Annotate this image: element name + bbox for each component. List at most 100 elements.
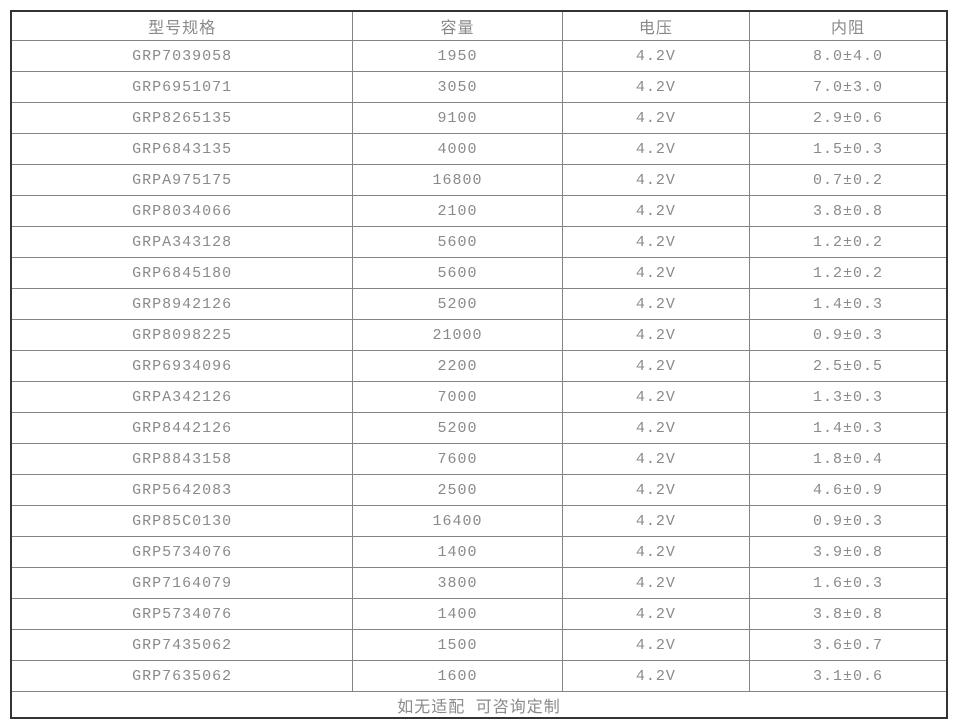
table-row: GRP8442126 5200 4.2V 1.4±0.3	[10, 412, 948, 444]
table-row: GRP7039058 1950 4.2V 8.0±4.0	[10, 40, 948, 72]
cell-capacity: 3800	[352, 567, 563, 599]
cell-model: GRP7635062	[10, 660, 354, 692]
cell-voltage: 4.2V	[561, 319, 750, 351]
table-row: GRP5734076 1400 4.2V 3.9±0.8	[10, 536, 948, 568]
table-row: GRP5642083 2500 4.2V 4.6±0.9	[10, 474, 948, 506]
cell-capacity: 1400	[352, 536, 563, 568]
cell-capacity: 1950	[352, 40, 563, 72]
cell-resistance: 3.8±0.8	[748, 195, 948, 227]
cell-resistance: 1.2±0.2	[748, 226, 948, 258]
cell-voltage: 4.2V	[561, 381, 750, 413]
cell-resistance: 0.7±0.2	[748, 164, 948, 196]
battery-spec-table: 型号规格 容量 电压 内阻 GRP7039058 1950 4.2V 8.0±4.0 G…	[10, 10, 948, 719]
cell-capacity: 1600	[352, 660, 563, 692]
cell-voltage: 4.2V	[561, 598, 750, 630]
cell-voltage: 4.2V	[561, 474, 750, 506]
table-row: GRPA343128 5600 4.2V 1.2±0.2	[10, 226, 948, 258]
cell-resistance: 7.0±3.0	[748, 71, 948, 103]
table-row: GRP8843158 7600 4.2V 1.8±0.4	[10, 443, 948, 475]
cell-resistance: 2.9±0.6	[748, 102, 948, 134]
cell-voltage: 4.2V	[561, 350, 750, 382]
cell-capacity: 7600	[352, 443, 563, 475]
cell-resistance: 1.6±0.3	[748, 567, 948, 599]
cell-model: GRP6845180	[10, 257, 354, 289]
cell-resistance: 2.5±0.5	[748, 350, 948, 382]
column-header-voltage: 电压	[561, 10, 750, 41]
cell-capacity: 2100	[352, 195, 563, 227]
cell-voltage: 4.2V	[561, 71, 750, 103]
cell-voltage: 4.2V	[561, 505, 750, 537]
table-row: GRPA975175 16800 4.2V 0.7±0.2	[10, 164, 948, 196]
cell-resistance: 4.6±0.9	[748, 474, 948, 506]
cell-model: GRP7435062	[10, 629, 354, 661]
cell-model: GRP8034066	[10, 195, 354, 227]
cell-resistance: 1.4±0.3	[748, 288, 948, 320]
cell-model: GRP8843158	[10, 443, 354, 475]
cell-capacity: 2500	[352, 474, 563, 506]
cell-model: GRPA342126	[10, 381, 354, 413]
cell-model: GRP6951071	[10, 71, 354, 103]
cell-capacity: 21000	[352, 319, 563, 351]
cell-model: GRP85C0130	[10, 505, 354, 537]
table-row: GRP85C0130 16400 4.2V 0.9±0.3	[10, 505, 948, 537]
table-row: GRP8265135 9100 4.2V 2.9±0.6	[10, 102, 948, 134]
cell-voltage: 4.2V	[561, 257, 750, 289]
cell-capacity: 1400	[352, 598, 563, 630]
cell-voltage: 4.2V	[561, 443, 750, 475]
cell-model: GRP7164079	[10, 567, 354, 599]
cell-capacity: 5600	[352, 226, 563, 258]
header-row: 型号规格 容量 电压 内阻	[10, 10, 948, 41]
cell-model: GRP7039058	[10, 40, 354, 72]
cell-capacity: 7000	[352, 381, 563, 413]
cell-model: GRP8265135	[10, 102, 354, 134]
cell-voltage: 4.2V	[561, 40, 750, 72]
cell-voltage: 4.2V	[561, 660, 750, 692]
cell-capacity: 4000	[352, 133, 563, 165]
cell-model: GRP5734076	[10, 598, 354, 630]
cell-voltage: 4.2V	[561, 133, 750, 165]
cell-resistance: 0.9±0.3	[748, 505, 948, 537]
spec-table-container: 型号规格 容量 电压 内阻 GRP7039058 1950 4.2V 8.0±4.0 G…	[10, 10, 948, 719]
cell-capacity: 9100	[352, 102, 563, 134]
cell-capacity: 2200	[352, 350, 563, 382]
table-row: GRP8942126 5200 4.2V 1.4±0.3	[10, 288, 948, 320]
table-row: GRP5734076 1400 4.2V 3.8±0.8	[10, 598, 948, 630]
cell-model: GRP6934096	[10, 350, 354, 382]
cell-capacity: 3050	[352, 71, 563, 103]
footer-row: 如无适配 可咨询定制	[10, 691, 948, 719]
cell-resistance: 1.2±0.2	[748, 257, 948, 289]
cell-resistance: 3.8±0.8	[748, 598, 948, 630]
table-body: GRP7039058 1950 4.2V 8.0±4.0 GRP6951071 3050 4…	[10, 40, 948, 692]
footer-note: 如无适配 可咨询定制	[10, 691, 948, 719]
cell-capacity: 5200	[352, 412, 563, 444]
cell-resistance: 1.5±0.3	[748, 133, 948, 165]
cell-model: GRP8442126	[10, 412, 354, 444]
cell-resistance: 1.4±0.3	[748, 412, 948, 444]
cell-voltage: 4.2V	[561, 164, 750, 196]
table-row: GRP6934096 2200 4.2V 2.5±0.5	[10, 350, 948, 382]
cell-capacity: 16800	[352, 164, 563, 196]
cell-voltage: 4.2V	[561, 629, 750, 661]
cell-voltage: 4.2V	[561, 536, 750, 568]
cell-model: GRP5642083	[10, 474, 354, 506]
table-row: GRP7164079 3800 4.2V 1.6±0.3	[10, 567, 948, 599]
cell-capacity: 1500	[352, 629, 563, 661]
cell-capacity: 16400	[352, 505, 563, 537]
column-header-resistance: 内阻	[748, 10, 948, 41]
cell-resistance: 3.9±0.8	[748, 536, 948, 568]
cell-model: GRP6843135	[10, 133, 354, 165]
cell-resistance: 8.0±4.0	[748, 40, 948, 72]
cell-model: GRPA975175	[10, 164, 354, 196]
table-row: GRP6843135 4000 4.2V 1.5±0.3	[10, 133, 948, 165]
cell-resistance: 3.1±0.6	[748, 660, 948, 692]
column-header-capacity: 容量	[352, 10, 563, 41]
column-header-model: 型号规格	[10, 10, 354, 41]
cell-voltage: 4.2V	[561, 288, 750, 320]
cell-voltage: 4.2V	[561, 226, 750, 258]
cell-model: GRP5734076	[10, 536, 354, 568]
cell-resistance: 3.6±0.7	[748, 629, 948, 661]
cell-voltage: 4.2V	[561, 195, 750, 227]
cell-model: GRP8942126	[10, 288, 354, 320]
cell-capacity: 5200	[352, 288, 563, 320]
table-row: GRP6951071 3050 4.2V 7.0±3.0	[10, 71, 948, 103]
